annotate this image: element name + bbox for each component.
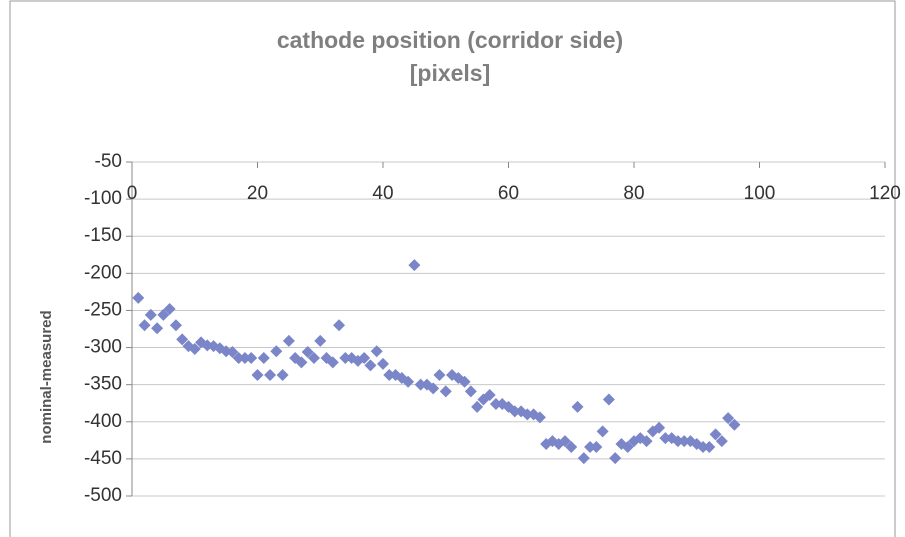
chart-frame — [9, 0, 896, 537]
x-tick-label: 120 — [869, 183, 901, 204]
point — [383, 369, 396, 382]
point — [144, 308, 157, 321]
point — [176, 333, 189, 346]
point — [314, 334, 327, 347]
point — [408, 259, 421, 272]
point — [251, 369, 264, 382]
chart-title: cathode position (corridor side) — [277, 27, 623, 53]
point — [163, 302, 176, 315]
x-tick-label: 40 — [372, 183, 393, 204]
point — [508, 405, 521, 418]
point — [678, 435, 691, 448]
y-tick-label: -350 — [84, 374, 122, 395]
point — [270, 345, 283, 358]
x-tick-label: 0 — [127, 183, 138, 204]
point — [333, 319, 346, 332]
point — [728, 418, 741, 431]
point — [339, 351, 352, 364]
point — [307, 351, 320, 364]
point — [609, 452, 622, 465]
y-tick-label: -300 — [84, 337, 122, 358]
point — [653, 421, 666, 434]
y-axis-label: nominal-measured — [38, 310, 55, 443]
point — [364, 359, 377, 372]
point — [402, 375, 415, 388]
point — [590, 441, 603, 454]
point — [226, 346, 239, 359]
point — [301, 346, 314, 359]
point — [295, 356, 308, 369]
y-tick-label: -100 — [84, 188, 122, 209]
point — [377, 357, 389, 370]
point — [358, 351, 371, 364]
point — [659, 432, 672, 445]
x-tick-label: 20 — [247, 183, 268, 204]
point — [671, 435, 684, 448]
point — [427, 382, 440, 395]
y-tick-label: -250 — [84, 299, 122, 320]
y-tick-label: -150 — [84, 225, 122, 246]
point — [264, 369, 277, 382]
y-tick-label: -400 — [84, 411, 122, 432]
x-tick-label: 60 — [498, 183, 519, 204]
point — [584, 441, 597, 454]
point — [257, 351, 270, 364]
point — [245, 351, 258, 364]
point — [276, 369, 289, 382]
point — [621, 441, 634, 454]
point — [489, 397, 502, 410]
point — [282, 334, 295, 347]
point — [157, 308, 170, 321]
point — [414, 378, 427, 391]
point — [151, 322, 164, 335]
y-tick-label: -500 — [84, 485, 122, 506]
x-tick-label: 80 — [623, 183, 644, 204]
point — [458, 375, 471, 388]
point — [464, 385, 477, 398]
chart-subtitle: [pixels] — [410, 60, 491, 86]
point — [697, 441, 710, 454]
point — [521, 408, 534, 421]
point — [238, 351, 251, 364]
y-tick-label: -50 — [95, 151, 122, 172]
point — [596, 425, 609, 438]
point — [439, 385, 452, 398]
point — [709, 428, 722, 441]
point — [433, 369, 446, 382]
point — [169, 319, 182, 332]
point — [188, 343, 201, 356]
point — [370, 345, 383, 358]
x-tick-label: 100 — [744, 183, 776, 204]
point — [640, 435, 653, 448]
point — [533, 411, 546, 424]
point — [471, 400, 484, 413]
point — [722, 412, 735, 425]
point — [326, 356, 339, 369]
point — [132, 291, 145, 304]
point — [577, 452, 590, 465]
point — [565, 441, 578, 454]
point — [602, 393, 615, 406]
point — [715, 435, 728, 448]
y-tick-label: -450 — [84, 448, 122, 469]
point — [571, 400, 584, 413]
point — [232, 351, 245, 364]
point — [703, 441, 716, 454]
point — [483, 389, 496, 402]
point — [558, 435, 571, 448]
y-tick-label: -200 — [84, 262, 122, 283]
point — [138, 319, 151, 332]
